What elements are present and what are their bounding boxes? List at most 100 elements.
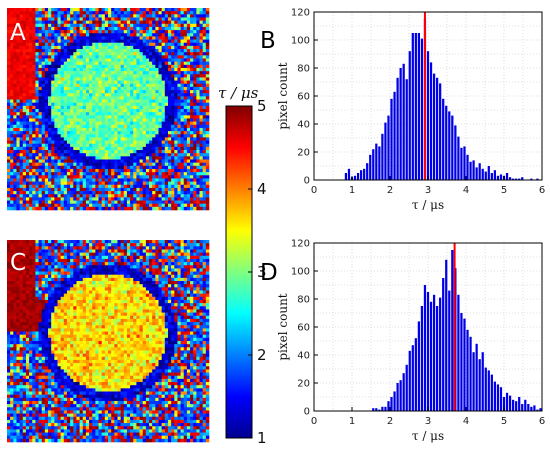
histogram-bar [463, 146, 466, 180]
histogram-bar [414, 33, 417, 180]
y-tick-label: 20 [297, 379, 310, 390]
histogram-bar [451, 250, 454, 411]
histogram-bar [481, 352, 484, 411]
colorbar-tick-label: 2 [257, 346, 267, 364]
histogram-bar [496, 175, 500, 180]
histogram-bar [457, 294, 460, 411]
y-tick-label: 120 [291, 239, 310, 250]
histogram-bar [402, 63, 405, 180]
histogram-bar [396, 383, 399, 411]
histogram-bar [505, 173, 509, 180]
histogram-bar [393, 91, 396, 180]
histogram-bar [399, 68, 402, 180]
x-tick-label: 5 [501, 185, 507, 196]
histogram-bar [372, 149, 375, 180]
colorbar-tick-label: 4 [257, 180, 267, 198]
histogram-bar [429, 62, 433, 180]
histogram-bar [411, 33, 414, 180]
histogram-bar [487, 370, 490, 411]
histogram-bar [372, 408, 375, 411]
histogram-bar [448, 290, 451, 411]
histogram-bar [417, 321, 420, 411]
histogram-bar [481, 168, 484, 180]
histogram-bar [478, 359, 481, 411]
histogram-bar [420, 38, 424, 180]
histogram-bar [451, 115, 454, 180]
histogram-bar [530, 178, 533, 180]
colorbar-tick-label: 1 [257, 429, 267, 447]
x-tick-label: 5 [501, 416, 507, 427]
panel-label-b: B [260, 28, 276, 54]
y-tick-label: 0 [304, 176, 310, 187]
x-tick-label: 4 [463, 416, 469, 427]
histogram-bar [493, 381, 496, 411]
panel-label-a: A [10, 20, 26, 46]
y-axis-label: pixel count [276, 293, 290, 360]
histogram-bar [384, 122, 387, 180]
histogram-bar [378, 146, 381, 180]
histogram-bar [499, 174, 503, 180]
histogram-bar [512, 399, 515, 411]
histogram-bar [436, 306, 439, 411]
y-tick-label: 40 [297, 120, 310, 131]
histogram-bar [521, 404, 524, 411]
histogram-bar [502, 397, 506, 411]
histogram-bar [390, 98, 393, 180]
histogram-bar [360, 170, 363, 180]
histogram-bar [353, 175, 357, 180]
histogram-bar [466, 154, 469, 180]
histogram-bar [508, 395, 512, 411]
histogram-bar [420, 306, 424, 411]
histogram-bar [463, 318, 466, 411]
histogram-bar [515, 178, 518, 180]
histogram-bar [442, 278, 445, 411]
histogram-bar [527, 404, 530, 411]
histogram-bar [472, 160, 475, 180]
x-tick-label: 2 [387, 416, 393, 427]
histogram-bar [536, 409, 539, 411]
histogram-bar [390, 397, 393, 411]
histogram-bar [356, 173, 360, 180]
histogram-bar [536, 178, 539, 180]
histogram-bar [429, 301, 433, 411]
histogram-bar [426, 51, 430, 181]
histogram-bar [466, 329, 469, 411]
x-tick-label: 1 [349, 185, 355, 196]
histogram-bar [387, 401, 390, 411]
histogram-bar [369, 154, 372, 180]
y-tick-label: 80 [297, 295, 310, 306]
histogram-bar [363, 168, 366, 180]
x-axis-label: τ / μs [412, 429, 444, 443]
histogram-bar [478, 163, 481, 180]
histogram-bar [454, 125, 457, 180]
histogram-bar [432, 294, 436, 411]
histogram-bar [396, 77, 399, 180]
x-tick-label: 3 [425, 185, 431, 196]
histogram-bar [411, 345, 414, 411]
histogram-bar [399, 380, 402, 411]
histogram-bar [487, 166, 490, 180]
colorbar-gradient [225, 105, 253, 439]
histogram-bar [344, 173, 348, 180]
histogram-bar [484, 367, 487, 411]
histogram-bar [518, 397, 521, 411]
histogram-bar [381, 133, 384, 180]
histogram-bar [448, 111, 451, 180]
histogram-bar [508, 177, 512, 180]
histogram-bar [475, 343, 478, 411]
histogram-bar [442, 98, 445, 180]
histogram-bar [405, 364, 408, 411]
x-tick-label: 3 [425, 416, 431, 427]
histogram-bar [381, 406, 384, 411]
histogram-bar [375, 408, 378, 411]
histogram-bar [405, 79, 408, 180]
histogram-bar [484, 171, 487, 180]
y-tick-label: 20 [297, 148, 310, 159]
y-tick-label: 80 [297, 64, 310, 75]
x-tick-label: 0 [311, 416, 317, 427]
colorbar: τ / μs 5 4 3 2 1 [218, 84, 267, 447]
histogram-bar [366, 163, 369, 180]
histogram-bar [423, 285, 427, 411]
